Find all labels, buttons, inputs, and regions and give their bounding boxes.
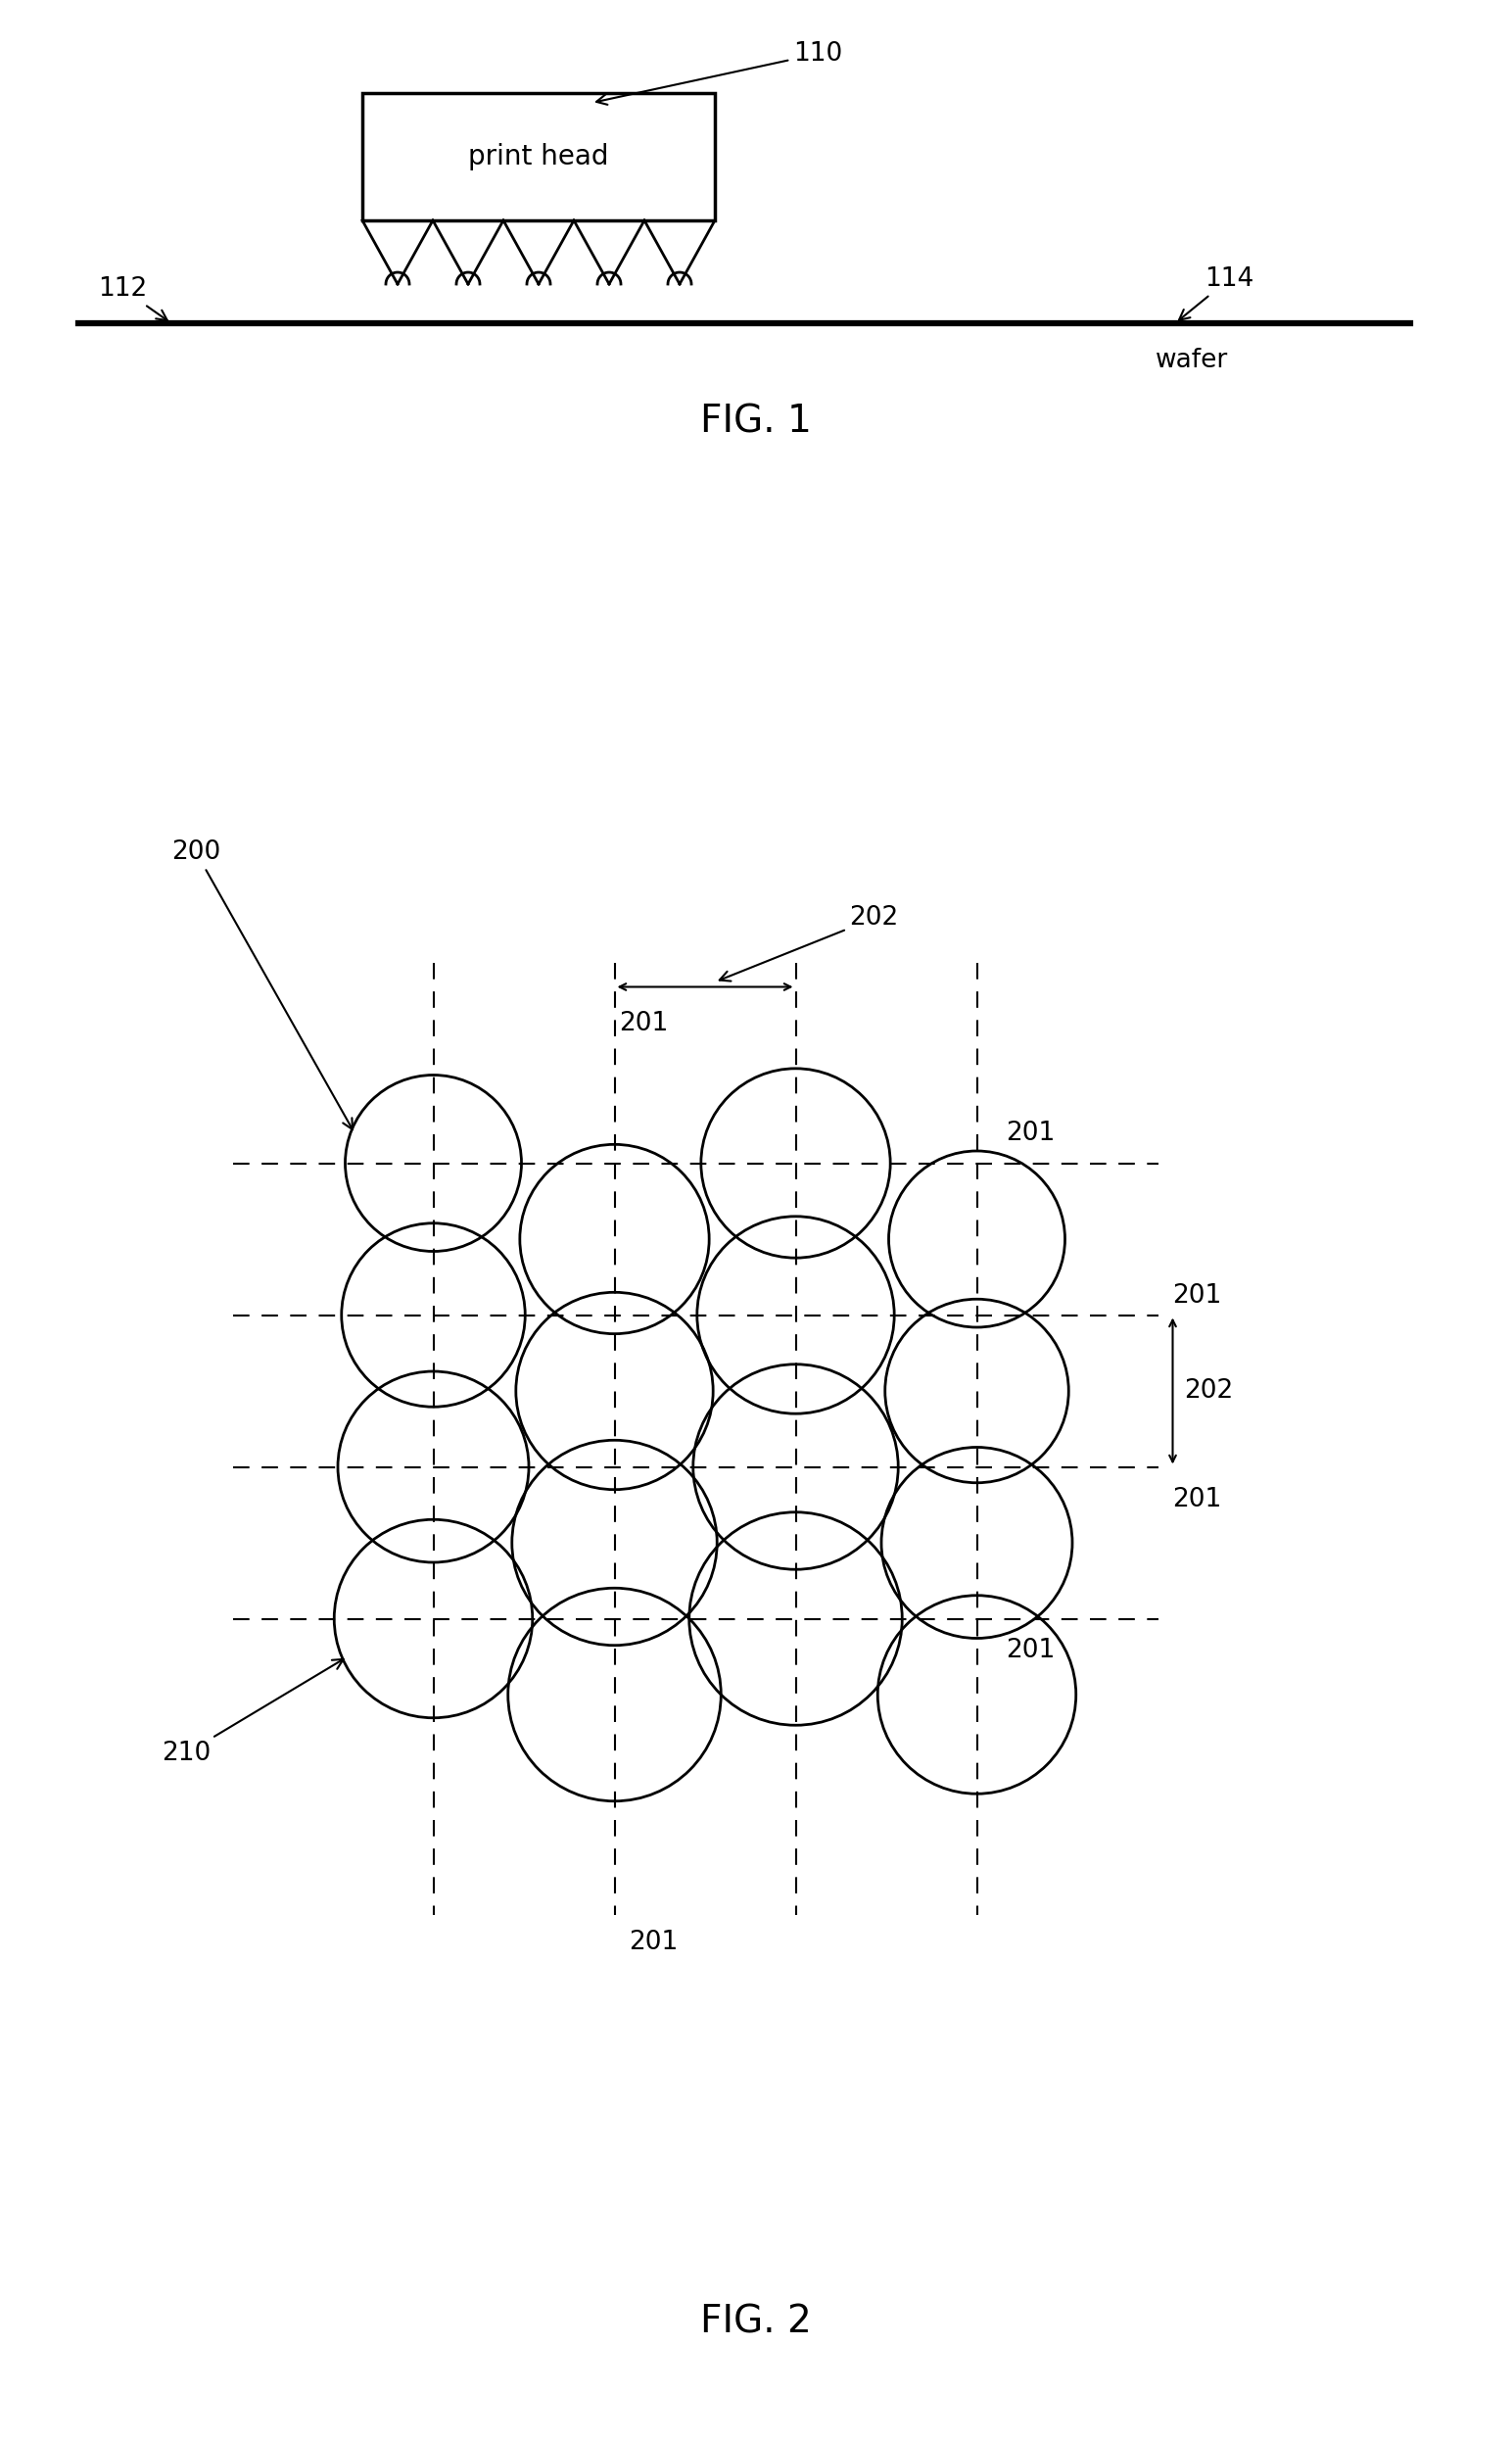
Text: 201: 201 — [620, 1011, 668, 1037]
Text: 201: 201 — [1005, 1638, 1055, 1665]
Text: 201: 201 — [1173, 1282, 1222, 1308]
Text: 201: 201 — [1173, 1487, 1222, 1511]
Text: 202: 202 — [720, 906, 898, 981]
Text: 210: 210 — [162, 1660, 343, 1767]
Text: wafer: wafer — [1155, 347, 1228, 373]
Text: FIG. 1: FIG. 1 — [700, 403, 812, 439]
Text: FIG. 2: FIG. 2 — [700, 2302, 812, 2341]
Text: 201: 201 — [1005, 1120, 1055, 1147]
Text: 114: 114 — [1179, 266, 1253, 320]
Text: 110: 110 — [596, 41, 842, 105]
Bar — [363, 93, 715, 220]
Text: print head: print head — [469, 144, 609, 171]
Text: 200: 200 — [171, 840, 352, 1130]
Text: 112: 112 — [98, 276, 168, 320]
Text: 202: 202 — [1184, 1379, 1234, 1404]
Text: 201: 201 — [629, 1931, 679, 1955]
